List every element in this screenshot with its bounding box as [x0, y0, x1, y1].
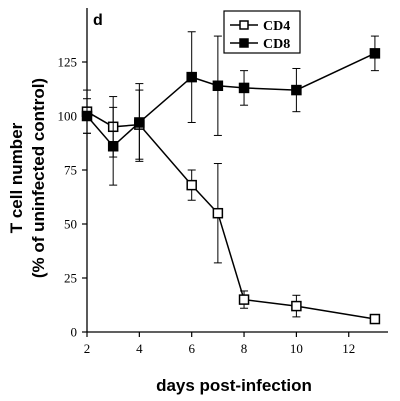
- data-point-cd8: [212, 80, 224, 92]
- legend-label-cd8: CD8: [263, 37, 290, 52]
- y-tick-label: 125: [58, 55, 78, 70]
- data-point-cd8: [107, 140, 119, 152]
- series-line-cd8: [86, 52, 376, 148]
- data-point-cd8: [81, 110, 93, 122]
- legend-label-cd4: CD4: [263, 19, 290, 34]
- x-tick-label: 10: [290, 341, 303, 356]
- data-point-cd8: [134, 117, 145, 128]
- data-point-cd4: [212, 207, 224, 219]
- series-cd4: [81, 89, 381, 325]
- ticks: 0 25 50 75 100 125 2 4 6 8 10 12: [58, 55, 356, 357]
- data-point-cd8: [291, 84, 302, 96]
- series-cd8: [81, 31, 381, 186]
- series-line-cd4: [86, 111, 376, 320]
- y-axis-title-line2: (% of uninfected control): [29, 78, 48, 278]
- data-point-cd8: [238, 82, 250, 94]
- data-point-cd4: [186, 179, 197, 191]
- series-layer: [81, 31, 381, 325]
- data-point-cd8: [186, 71, 197, 83]
- legend-marker-cd4: [239, 20, 249, 30]
- axes: [86, 8, 388, 333]
- data-point-cd8: [369, 48, 381, 59]
- y-axis-title-line1: T cell number: [7, 122, 26, 233]
- y-tick-label: 25: [64, 271, 77, 286]
- data-point-cd4: [369, 313, 381, 325]
- y-tick-label: 75: [64, 163, 77, 178]
- data-point-cd4: [291, 300, 302, 312]
- y-tick-label: 50: [64, 217, 77, 232]
- data-point-cd4: [238, 294, 250, 305]
- x-tick-label: 4: [136, 341, 143, 356]
- x-tick-label: 12: [342, 341, 355, 356]
- legend-box: [223, 10, 301, 54]
- x-tick-label: 8: [241, 341, 248, 356]
- x-tick-label: 2: [84, 341, 91, 356]
- legend-marker-cd8: [239, 38, 249, 48]
- x-axis-title: days post-infection: [156, 376, 312, 395]
- x-tick-label: 6: [188, 341, 195, 356]
- panel-label: d: [93, 12, 103, 29]
- y-tick-label: 100: [58, 109, 78, 124]
- y-tick-label: 0: [71, 325, 78, 340]
- legend: CD4 CD8: [223, 10, 301, 54]
